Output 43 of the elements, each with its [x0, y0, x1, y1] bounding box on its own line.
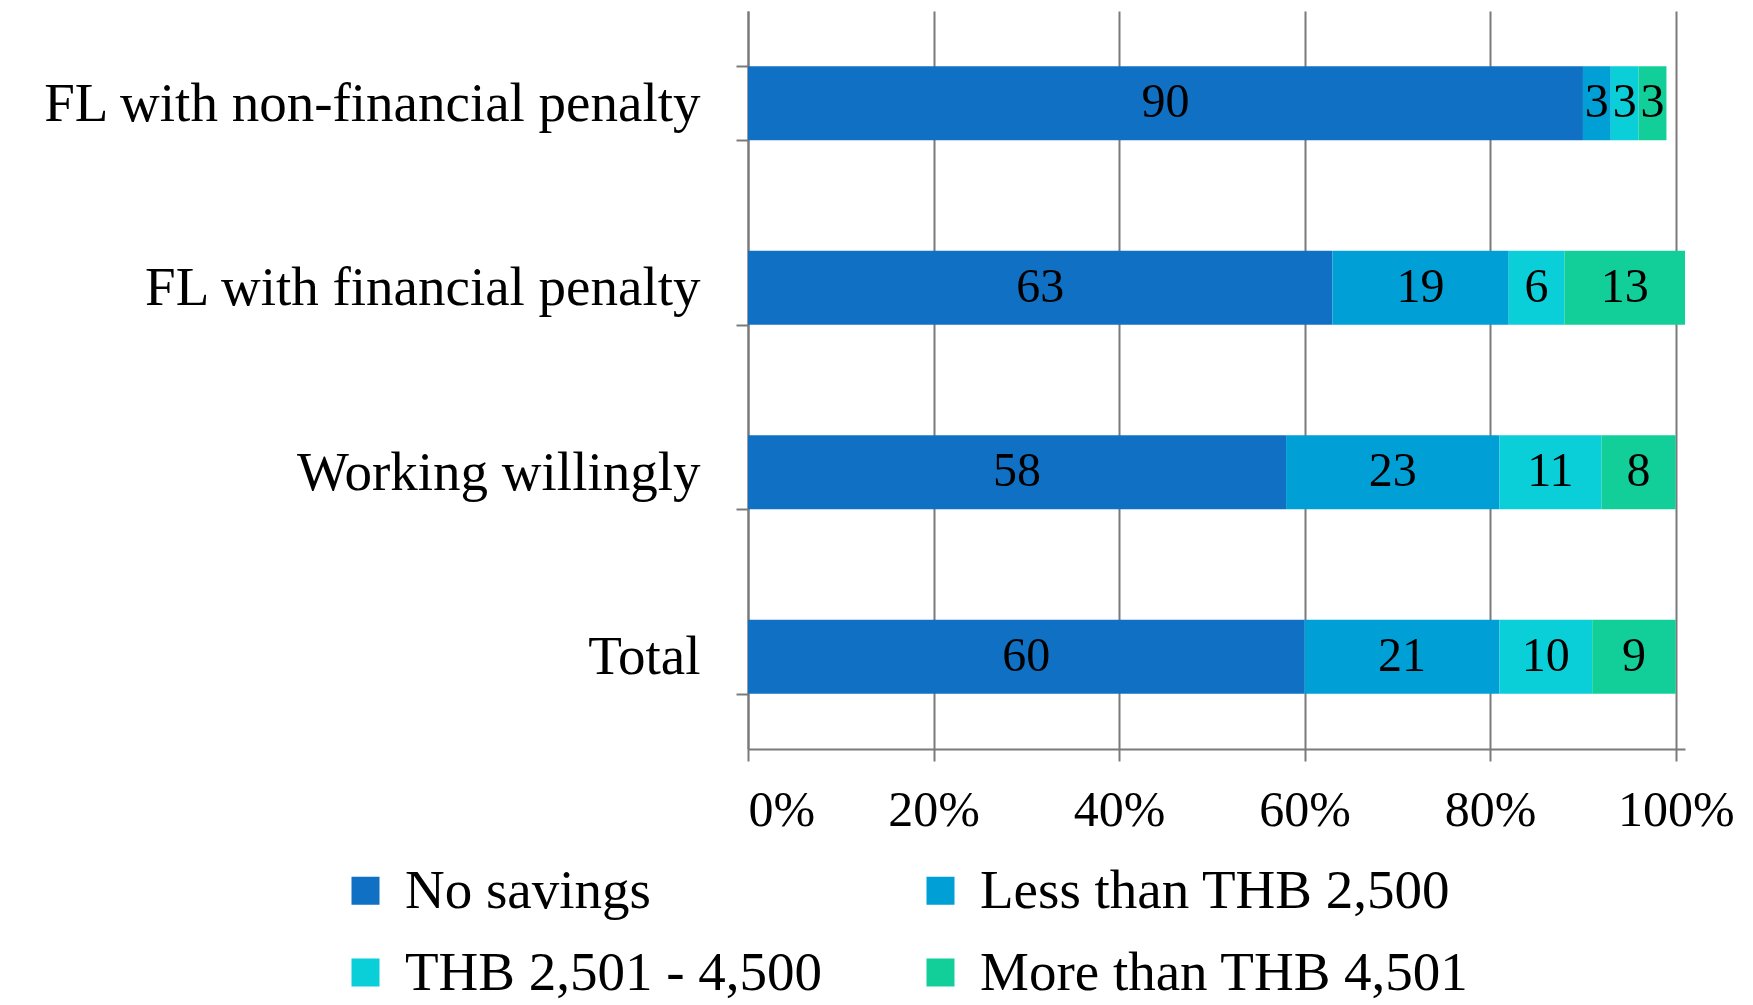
bar [1564, 250, 1685, 325]
y-tick-label: FL with financial penalty [145, 256, 701, 318]
data-label: 11 [1527, 443, 1574, 497]
bar [748, 250, 1333, 325]
bar [1499, 619, 1593, 694]
legend-label: No savings [405, 858, 651, 920]
y-tick-label: Working willingly [297, 440, 701, 502]
x-tick-label: 60% [1259, 780, 1351, 837]
bar [1499, 435, 1602, 510]
bar [1332, 250, 1509, 325]
data-label: 13 [1600, 258, 1649, 312]
data-label: 8 [1626, 443, 1651, 497]
data-label: 90 [1141, 74, 1190, 128]
bar [748, 619, 1305, 694]
x-tick-label: 100% [1617, 780, 1735, 837]
bar [1508, 250, 1565, 325]
y-tick-label: FL with non-financial penalty [44, 71, 701, 133]
data-label: 3 [1640, 74, 1665, 128]
data-label: 60 [1002, 627, 1051, 681]
y-tick-label: Total [588, 625, 701, 687]
data-label: 63 [1016, 258, 1065, 312]
data-label: 21 [1378, 627, 1427, 681]
legend-label: More than THB 4,501 [980, 940, 1468, 1002]
bar [1286, 435, 1500, 510]
data-label: 23 [1368, 443, 1417, 497]
data-label: 6 [1524, 258, 1549, 312]
bar [1592, 619, 1676, 694]
bar [748, 435, 1287, 510]
bar [1304, 619, 1500, 694]
data-label: 9 [1621, 627, 1646, 681]
data-label: 10 [1521, 627, 1570, 681]
data-label: 19 [1396, 258, 1445, 312]
x-tick-label: 0% [748, 780, 816, 837]
x-tick-label: 20% [888, 780, 980, 837]
legend-label: Less than THB 2,500 [980, 858, 1450, 920]
data-label: 58 [993, 443, 1042, 497]
x-tick-label: 80% [1444, 780, 1537, 837]
bar [748, 66, 1583, 141]
data-label: 3 [1612, 74, 1637, 128]
legend-label: THB 2,501 - 4,500 [405, 940, 823, 1002]
x-tick-label: 40% [1073, 780, 1166, 837]
data-label: 3 [1584, 74, 1609, 128]
bar [1601, 435, 1676, 510]
